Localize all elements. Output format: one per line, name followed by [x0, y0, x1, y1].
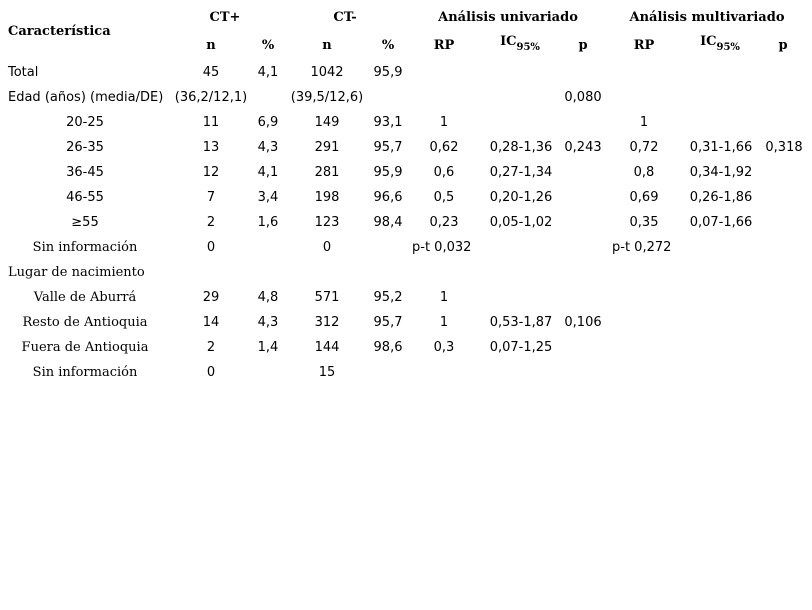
- uni-trend-p: p-t 0,032: [412, 240, 472, 255]
- ctpos-pct: 1,4: [257, 340, 279, 355]
- ctpos-pct: 4,3: [257, 315, 279, 330]
- ctpos-n: 29: [202, 290, 220, 305]
- multi-rp: 0,69: [629, 190, 659, 205]
- ctneg-pct: 95,9: [373, 165, 403, 180]
- ctpos-n: 13: [202, 140, 220, 155]
- ctpos-n: 0: [206, 240, 216, 255]
- multi-ic: 0,07-1,66: [689, 215, 753, 230]
- ctpos-n: 7: [206, 190, 216, 205]
- ctneg-pct: 95,7: [373, 140, 403, 155]
- ctpos-pct: 4,1: [257, 65, 279, 80]
- uni-rp: 1: [439, 290, 449, 305]
- header-pct-ctneg: %: [381, 38, 395, 53]
- ctpos-n: (36,2/12,1): [174, 90, 248, 105]
- header-rp-multivariate: RP: [633, 38, 655, 53]
- ctneg-pct: 98,6: [373, 340, 403, 355]
- header-ic-multivariate: IC95%: [700, 34, 740, 53]
- multi-rp: 0,35: [629, 215, 659, 230]
- uni-rp: 0,62: [429, 140, 459, 155]
- uni-rp: 0,23: [429, 215, 459, 230]
- header-n-ctpos: n: [206, 38, 216, 53]
- ctneg-n: 198: [314, 190, 340, 205]
- header-group-ct-positive: CT+: [209, 10, 241, 25]
- uni-p: 0,243: [564, 140, 602, 155]
- row-label: Edad (años) (media/DE): [8, 90, 164, 105]
- row-label: Total: [8, 65, 39, 80]
- multi-rp: 0,8: [633, 165, 655, 180]
- header-group-ct-negative: CT-: [333, 10, 357, 25]
- header-n-ctneg: n: [322, 38, 332, 53]
- ctneg-n: 149: [314, 115, 340, 130]
- uni-rp: 0,3: [433, 340, 455, 355]
- header-pct-ctpos: %: [261, 38, 275, 53]
- ctpos-n: 14: [202, 315, 220, 330]
- header-group-univariate: Análisis univariado: [438, 10, 578, 25]
- ctpos-n: 2: [206, 215, 216, 230]
- ctneg-pct: 96,6: [373, 190, 403, 205]
- row-label: Fuera de Antioquia: [21, 340, 149, 355]
- ctpos-n: 2: [206, 340, 216, 355]
- ctpos-pct: 4,1: [257, 165, 279, 180]
- multi-rp: 0,72: [629, 140, 659, 155]
- ctpos-pct: 6,9: [257, 115, 279, 130]
- ctpos-n: 11: [202, 115, 220, 130]
- multi-trend-p: p-t 0,272: [612, 240, 672, 255]
- multi-ic: 0,34-1,92: [689, 165, 753, 180]
- row-label: Sin información: [32, 365, 138, 380]
- row-label: 26-35: [66, 140, 104, 155]
- header-p-univariate: p: [578, 38, 588, 53]
- ctpos-pct: 4,8: [257, 290, 279, 305]
- ctneg-pct: 95,7: [373, 315, 403, 330]
- header-rp-univariate: RP: [433, 38, 455, 53]
- uni-ic: 0,07-1,25: [489, 340, 553, 355]
- row-label: ≥55: [71, 215, 99, 230]
- row-label: Valle de Aburrá: [33, 290, 137, 305]
- row-label: 20-25: [66, 115, 104, 130]
- uni-p: 0,080: [564, 90, 602, 105]
- ctpos-n: 45: [202, 65, 220, 80]
- ctneg-n: 1042: [310, 65, 344, 80]
- row-label: Resto de Antioquia: [22, 315, 148, 330]
- ctpos-pct: 4,3: [257, 140, 279, 155]
- uni-ic: 0,28-1,36: [489, 140, 553, 155]
- header-ic-univariate: IC95%: [500, 34, 540, 53]
- ctneg-pct: 95,2: [373, 290, 403, 305]
- ctneg-n: 571: [314, 290, 340, 305]
- ctneg-pct: 98,4: [373, 215, 403, 230]
- uni-ic: 0,05-1,02: [489, 215, 553, 230]
- ctneg-n: 281: [314, 165, 340, 180]
- ctpos-pct: 3,4: [257, 190, 279, 205]
- row-label: 46-55: [66, 190, 104, 205]
- multi-p: 0,318: [765, 140, 803, 155]
- ctpos-pct: 1,6: [257, 215, 279, 230]
- ctneg-pct: 93,1: [373, 115, 403, 130]
- ctneg-n: (39,5/12,6): [290, 90, 364, 105]
- ctneg-n: 144: [314, 340, 340, 355]
- uni-ic: 0,27-1,34: [489, 165, 553, 180]
- ctneg-n: 312: [314, 315, 340, 330]
- uni-p: 0,106: [564, 315, 602, 330]
- ctpos-n: 0: [206, 365, 216, 380]
- uni-ic: 0,20-1,26: [489, 190, 553, 205]
- row-label: Sin información: [32, 240, 138, 255]
- uni-rp: 0,5: [433, 190, 455, 205]
- header-group-multivariate: Análisis multivariado: [629, 10, 785, 25]
- multi-ic: 0,26-1,86: [689, 190, 753, 205]
- uni-rp: 1: [439, 115, 449, 130]
- multi-rp: 1: [639, 115, 649, 130]
- ctneg-n: 291: [314, 140, 340, 155]
- ctneg-n: 15: [318, 365, 336, 380]
- ctneg-pct: 95,9: [373, 65, 403, 80]
- uni-rp: 0,6: [433, 165, 455, 180]
- header-characteristic: Característica: [8, 24, 111, 39]
- row-label: Lugar de nacimiento: [8, 265, 145, 280]
- multi-ic: 0,31-1,66: [689, 140, 753, 155]
- uni-rp: 1: [439, 315, 449, 330]
- ctneg-n: 0: [322, 240, 332, 255]
- header-p-multivariate: p: [778, 38, 788, 53]
- ctpos-n: 12: [202, 165, 220, 180]
- ctneg-n: 123: [314, 215, 340, 230]
- row-label: 36-45: [66, 165, 104, 180]
- uni-ic: 0,53-1,87: [489, 315, 553, 330]
